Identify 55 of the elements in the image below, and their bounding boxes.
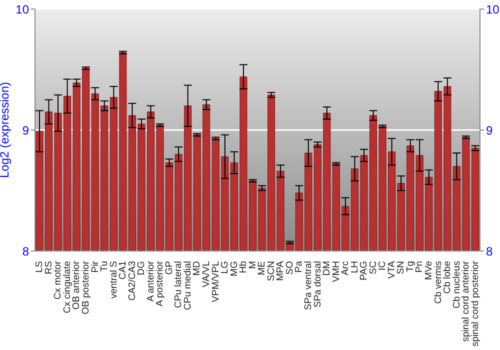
x-tick-label: OB posterior [80, 261, 92, 314]
x-tick-label: CA2/CA3 [126, 261, 138, 301]
x-tick-label: RS [43, 261, 54, 274]
x-tick-label: Tu [99, 261, 110, 272]
x-tick-label: GP [164, 261, 175, 275]
x-tick-label: SN [396, 260, 407, 274]
x-tick-label: LS [34, 261, 46, 273]
x-tick-label: SPa ventral [302, 261, 314, 310]
x-tick-label: VPM/VPL [210, 261, 222, 302]
x-tick-label: A anterior [145, 261, 156, 302]
y-tick-label: 8 [22, 244, 30, 258]
x-tick-label: LH [349, 260, 360, 274]
x-tick-label: spinal cord anterior [460, 261, 472, 342]
x-tick-label: MD [192, 260, 203, 276]
x-tick-label: DM [322, 260, 333, 276]
y-axis-title: Log2 (expression) [0, 82, 12, 178]
x-tick-label: LG [220, 261, 231, 274]
x-tick-label: OB anterior [71, 261, 82, 310]
x-tick-label: Cb lobe [442, 261, 454, 294]
x-tick-label: PAG [358, 261, 370, 280]
x-tick-label: SC [368, 260, 379, 274]
x-tick-label: Cb nucleus [451, 260, 462, 309]
x-tick-label: M [247, 260, 258, 269]
y2-tick-label: 8 [486, 244, 493, 258]
x-tick-label: Hb [238, 261, 250, 274]
y2-tick-label: 9 [486, 123, 493, 138]
x-tick-label: VTA [386, 260, 398, 279]
x-tick-label: CA1 [118, 261, 129, 280]
x-tick-label: Cx cingulate [62, 261, 73, 314]
x-tick-label: ME [256, 261, 268, 276]
x-tick-label: Cx motor [52, 261, 64, 300]
x-tick-label: Pn [414, 261, 426, 273]
x-tick-label: Pa [294, 260, 305, 273]
x-tick-label: VMH [330, 260, 342, 282]
x-tick-label: MPA [275, 260, 286, 281]
x-tick-label: spinal cord posterior [470, 261, 481, 347]
x-tick-label: CPu lateral [173, 261, 184, 308]
x-tick-label: VA/VL [201, 261, 212, 288]
x-tick-label: Arc [340, 260, 352, 276]
y-tick-label: 9 [22, 123, 30, 138]
x-tick-label: ventral S [108, 261, 120, 298]
y2-tick-label: 10 [486, 2, 500, 16]
x-tick-label: CPu medial [182, 261, 194, 310]
x-tick-label: Pir [90, 261, 101, 273]
x-tick-label: SO [284, 261, 296, 275]
x-tick-label: MG [228, 261, 240, 276]
x-tick-label: SCN [266, 260, 277, 282]
x-tick-label: IC [377, 260, 388, 270]
x-tick-label: A posterior [154, 261, 166, 306]
y-tick-label: 10 [16, 2, 30, 16]
x-tick-label: DG [136, 261, 148, 276]
x-tick-label: Tg [404, 261, 416, 272]
x-tick-label: Cb vermis [432, 260, 444, 304]
x-tick-label: SPa dorsal [312, 261, 324, 308]
x-tick-label: MVe [424, 261, 435, 280]
